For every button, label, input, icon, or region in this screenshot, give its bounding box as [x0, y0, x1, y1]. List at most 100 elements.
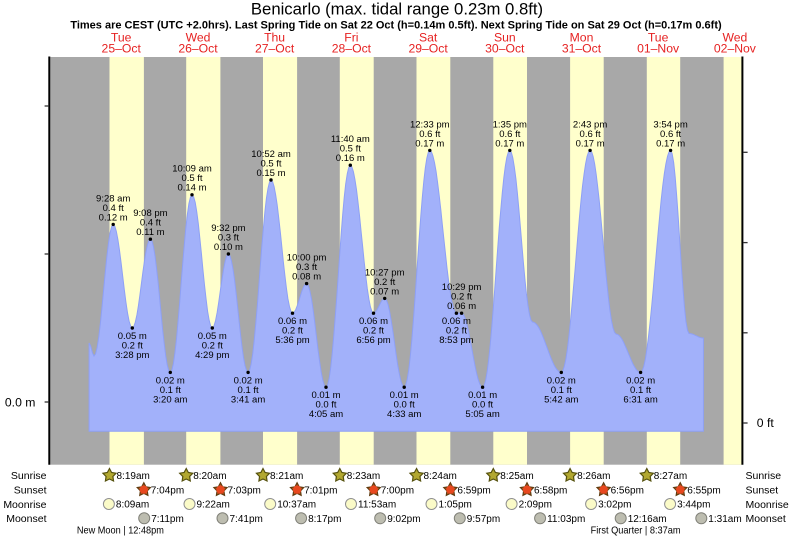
- svg-text:Mon: Mon: [570, 31, 594, 45]
- svg-text:0.01 m: 0.01 m: [311, 390, 340, 401]
- svg-text:28–Oct: 28–Oct: [332, 42, 372, 56]
- svg-text:0.5 ft: 0.5 ft: [340, 144, 361, 155]
- svg-text:Benicarlo (max. tidal range 0.: Benicarlo (max. tidal range 0.23m 0.8ft): [251, 0, 543, 19]
- svg-text:0.01 m: 0.01 m: [390, 390, 419, 401]
- svg-text:0.02 m: 0.02 m: [626, 375, 655, 386]
- svg-text:3:44pm: 3:44pm: [677, 500, 710, 511]
- svg-text:Times are CEST (UTC +2.0hrs).: Times are CEST (UTC +2.0hrs). Last Sprin…: [70, 20, 722, 32]
- svg-text:0.02 m: 0.02 m: [234, 375, 263, 386]
- svg-text:Tue: Tue: [111, 31, 132, 45]
- svg-text:3:28 pm: 3:28 pm: [115, 350, 149, 361]
- svg-text:0.2 ft: 0.2 ft: [363, 326, 384, 337]
- svg-text:7:04pm: 7:04pm: [151, 485, 184, 496]
- svg-text:0.2 ft: 0.2 ft: [122, 340, 143, 351]
- svg-text:9:28 am: 9:28 am: [96, 193, 130, 204]
- svg-text:7:01pm: 7:01pm: [304, 485, 337, 496]
- svg-text:5:05 am: 5:05 am: [465, 409, 499, 420]
- svg-text:0.6 ft: 0.6 ft: [660, 129, 681, 140]
- svg-text:02–Nov: 02–Nov: [714, 42, 757, 56]
- svg-text:8:09am: 8:09am: [116, 500, 149, 511]
- svg-text:0.1 ft: 0.1 ft: [630, 385, 651, 396]
- svg-text:6:55pm: 6:55pm: [687, 485, 720, 496]
- svg-text:Sun: Sun: [494, 31, 516, 45]
- svg-text:12:33 pm: 12:33 pm: [410, 119, 450, 130]
- svg-text:9:32 pm: 9:32 pm: [211, 223, 245, 234]
- svg-text:0.06 m: 0.06 m: [278, 316, 307, 327]
- svg-text:0.5 ft: 0.5 ft: [260, 158, 281, 169]
- svg-text:01–Nov: 01–Nov: [637, 42, 680, 56]
- svg-text:8:25am: 8:25am: [500, 471, 533, 482]
- svg-text:Sunrise: Sunrise: [746, 470, 782, 482]
- svg-text:6:31 am: 6:31 am: [623, 394, 657, 405]
- svg-text:9:22am: 9:22am: [197, 500, 230, 511]
- svg-text:0.2 ft: 0.2 ft: [446, 326, 467, 337]
- svg-text:Sunset: Sunset: [14, 485, 47, 497]
- svg-text:10:00 pm: 10:00 pm: [287, 253, 327, 264]
- svg-text:12:16am: 12:16am: [628, 514, 667, 525]
- svg-text:8:21am: 8:21am: [270, 471, 303, 482]
- svg-text:Sunrise: Sunrise: [11, 470, 47, 482]
- svg-text:0.14 m: 0.14 m: [177, 183, 206, 194]
- svg-text:0.08 m: 0.08 m: [292, 272, 321, 283]
- svg-text:0.2 ft: 0.2 ft: [202, 340, 223, 351]
- svg-text:Thu: Thu: [264, 31, 285, 45]
- svg-text:0.07 m: 0.07 m: [370, 286, 399, 297]
- svg-text:Moonrise: Moonrise: [746, 499, 789, 511]
- svg-text:Moonset: Moonset: [746, 513, 786, 525]
- svg-text:10:37am: 10:37am: [277, 500, 316, 511]
- svg-text:11:53am: 11:53am: [358, 500, 396, 511]
- svg-text:0.16 m: 0.16 m: [336, 153, 365, 164]
- svg-text:0.02 m: 0.02 m: [156, 375, 185, 386]
- svg-text:9:57pm: 9:57pm: [467, 514, 500, 525]
- svg-text:26–Oct: 26–Oct: [178, 42, 218, 56]
- svg-text:25–Oct: 25–Oct: [102, 42, 142, 56]
- svg-text:10:29 pm: 10:29 pm: [442, 282, 482, 293]
- svg-text:1:35 pm: 1:35 pm: [493, 119, 527, 130]
- svg-text:0.01 m: 0.01 m: [468, 390, 497, 401]
- svg-text:7:41pm: 7:41pm: [230, 514, 263, 525]
- svg-text:0.06 m: 0.06 m: [447, 301, 476, 312]
- svg-text:3:41 am: 3:41 am: [231, 394, 265, 405]
- svg-text:0.1 ft: 0.1 ft: [551, 385, 572, 396]
- svg-text:3:02pm: 3:02pm: [598, 500, 631, 511]
- svg-text:5:36 pm: 5:36 pm: [275, 335, 309, 346]
- svg-text:4:33 am: 4:33 am: [387, 409, 421, 420]
- svg-text:0.17 m: 0.17 m: [495, 138, 524, 149]
- svg-text:Fri: Fri: [344, 31, 358, 45]
- svg-text:0.05 m: 0.05 m: [118, 331, 147, 342]
- svg-text:Wed: Wed: [722, 31, 747, 45]
- svg-text:27–Oct: 27–Oct: [255, 42, 295, 56]
- svg-text:0.6 ft: 0.6 ft: [580, 129, 601, 140]
- svg-text:6:59pm: 6:59pm: [457, 485, 490, 496]
- svg-text:5:42 am: 5:42 am: [544, 394, 578, 405]
- svg-text:0.2 ft: 0.2 ft: [451, 292, 472, 303]
- svg-text:0.12 m: 0.12 m: [99, 212, 128, 223]
- svg-text:0.17 m: 0.17 m: [415, 138, 444, 149]
- svg-text:0.06 m: 0.06 m: [359, 316, 388, 327]
- svg-text:Sunset: Sunset: [746, 485, 779, 497]
- svg-text:3:20 am: 3:20 am: [153, 394, 187, 405]
- svg-text:3:54 pm: 3:54 pm: [653, 119, 687, 130]
- svg-text:11:03pm: 11:03pm: [547, 514, 585, 525]
- svg-text:0.10 m: 0.10 m: [214, 242, 243, 253]
- svg-text:0.11 m: 0.11 m: [136, 227, 164, 238]
- svg-text:7:03pm: 7:03pm: [228, 485, 261, 496]
- svg-text:2:43 pm: 2:43 pm: [573, 119, 607, 130]
- svg-text:7:11pm: 7:11pm: [151, 514, 184, 525]
- svg-text:8:53 pm: 8:53 pm: [439, 335, 473, 346]
- svg-text:8:17pm: 8:17pm: [308, 514, 341, 525]
- svg-text:0.6 ft: 0.6 ft: [419, 129, 440, 140]
- svg-text:0.6 ft: 0.6 ft: [499, 129, 520, 140]
- svg-text:0.4 ft: 0.4 ft: [103, 203, 124, 214]
- svg-text:10:52 am: 10:52 am: [251, 149, 291, 160]
- svg-text:8:24am: 8:24am: [424, 471, 457, 482]
- svg-text:30–Oct: 30–Oct: [485, 42, 525, 56]
- svg-text:0.05 m: 0.05 m: [198, 331, 227, 342]
- svg-text:10:27 pm: 10:27 pm: [365, 267, 405, 278]
- svg-text:0.2 ft: 0.2 ft: [374, 277, 395, 288]
- svg-text:0.06 m: 0.06 m: [442, 316, 471, 327]
- svg-text:9:02pm: 9:02pm: [387, 514, 420, 525]
- svg-text:6:56 pm: 6:56 pm: [356, 335, 390, 346]
- svg-text:1:05pm: 1:05pm: [439, 500, 472, 511]
- svg-text:10:09 am: 10:09 am: [172, 164, 212, 175]
